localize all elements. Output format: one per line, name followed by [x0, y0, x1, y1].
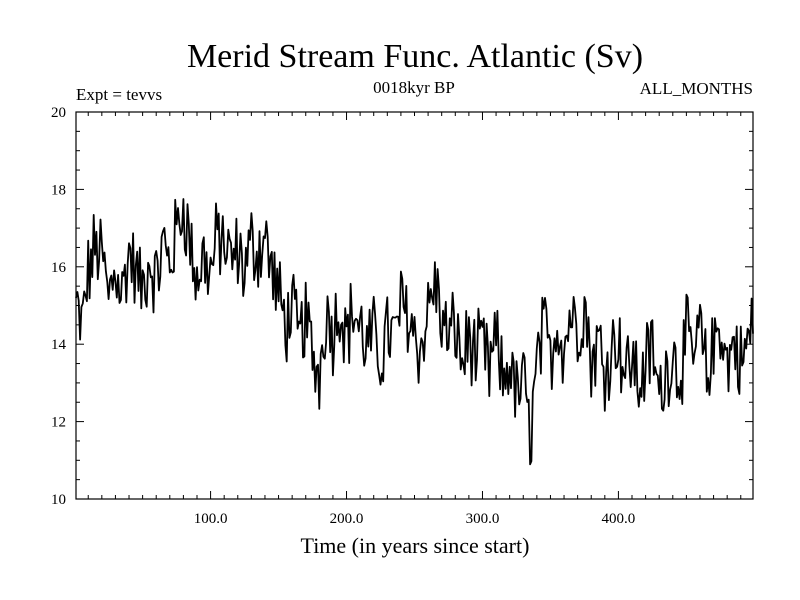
x-tick-label: 400.0: [602, 511, 636, 527]
axis-ticks: [76, 111, 753, 500]
plot-frame: [75, 111, 754, 500]
y-tick-label: 12: [51, 415, 66, 431]
y-tick-label: 16: [51, 260, 67, 276]
series-line: [75, 198, 754, 466]
series-layer: [75, 198, 754, 466]
x-tick-label: 300.0: [466, 511, 500, 527]
x-tick-label: 100.0: [194, 511, 228, 527]
y-tick-label: 14: [51, 337, 67, 353]
x-tick-label: 200.0: [330, 511, 364, 527]
y-tick-label: 20: [51, 105, 66, 121]
chart-title: Merid Stream Func. Atlantic (Sv): [187, 38, 643, 75]
months-label: ALL_MONTHS: [640, 79, 753, 98]
y-tick-label: 18: [51, 182, 66, 198]
period-label: 0018kyr BP: [373, 78, 455, 97]
axis-tick-labels: 100.0 200.0 300.0 400.0 10 12 14 16 18 20: [51, 105, 635, 527]
x-axis-label: Time (in years since start): [301, 533, 530, 558]
experiment-label: Expt = tevvs: [76, 85, 162, 104]
y-tick-label: 10: [51, 492, 66, 508]
